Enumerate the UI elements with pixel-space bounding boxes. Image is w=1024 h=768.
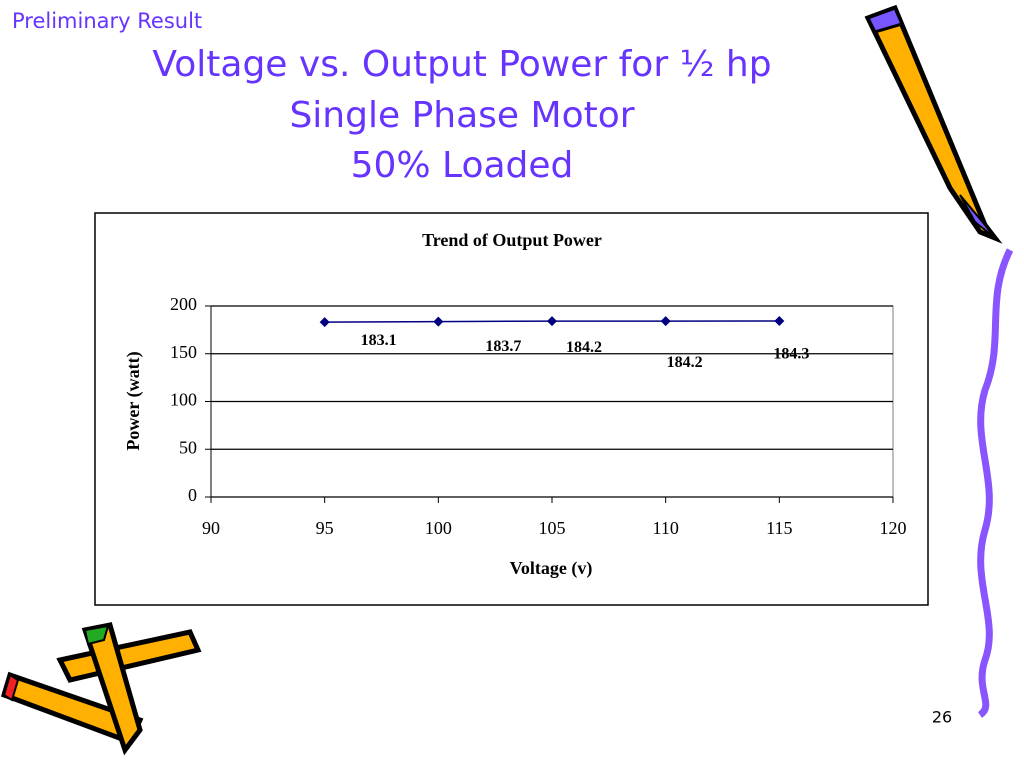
data-label: 184.2 bbox=[566, 339, 602, 356]
x-tick-label: 110 bbox=[652, 518, 678, 538]
data-label: 183.1 bbox=[361, 332, 397, 349]
data-label: 183.7 bbox=[485, 338, 521, 355]
y-tick-label: 100 bbox=[170, 390, 197, 410]
data-point bbox=[319, 317, 330, 328]
chart-title: Trend of Output Power bbox=[422, 230, 602, 250]
slide-title: Voltage vs. Output Power for ½ hp bbox=[152, 44, 771, 85]
data-point bbox=[547, 316, 557, 327]
x-axis-label: Voltage (v) bbox=[510, 558, 593, 579]
x-tick-label: 105 bbox=[539, 518, 566, 538]
pencil-decoration bbox=[0, 622, 202, 756]
wavy-decoration bbox=[977, 248, 1014, 718]
x-tick-label: 120 bbox=[880, 518, 907, 538]
data-label: 184.3 bbox=[773, 346, 809, 363]
data-point bbox=[433, 316, 444, 327]
slide-number: 26 bbox=[932, 708, 952, 727]
pencil-decoration bbox=[864, 4, 1003, 244]
x-tick-label: 115 bbox=[766, 518, 792, 538]
data-point bbox=[774, 315, 785, 326]
x-tick-label: 95 bbox=[316, 518, 334, 538]
data-label: 184.2 bbox=[667, 354, 703, 371]
y-tick-label: 0 bbox=[188, 485, 197, 505]
slide-title: 50% Loaded bbox=[351, 145, 574, 186]
y-tick-label: 50 bbox=[179, 437, 197, 457]
y-tick-label: 150 bbox=[170, 342, 197, 362]
x-tick-label: 100 bbox=[425, 518, 452, 538]
x-tick-label: 90 bbox=[202, 518, 220, 538]
slide-label: Preliminary Result bbox=[12, 9, 202, 33]
data-point bbox=[660, 316, 671, 327]
y-axis-label: Power (watt) bbox=[123, 351, 144, 450]
y-tick-label: 200 bbox=[170, 294, 197, 314]
slide-title: Single Phase Motor bbox=[289, 95, 634, 136]
